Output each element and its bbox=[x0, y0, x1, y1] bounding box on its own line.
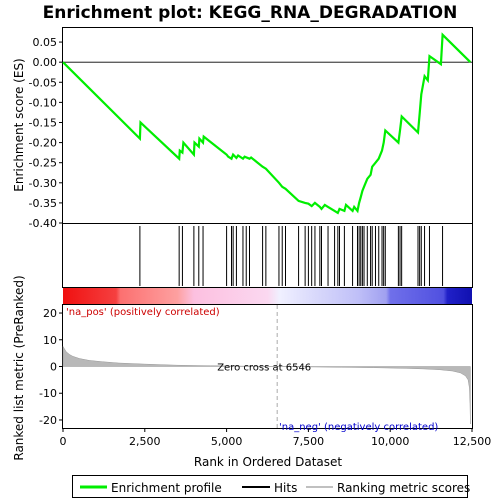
es-ytick-label: -0.40 bbox=[29, 217, 57, 230]
pos-label: 'na_pos' (positively correlated) bbox=[66, 307, 220, 318]
hits-panel bbox=[62, 223, 473, 288]
x-tick-label: 7,500 bbox=[293, 435, 325, 448]
legend-hits-label: Hits bbox=[274, 481, 297, 495]
neg-label: 'na_neg' (negatively correlated) bbox=[279, 422, 438, 433]
x-tick-label: 2,500 bbox=[129, 435, 161, 448]
es-ytick-label: -0.05 bbox=[29, 76, 57, 89]
es-ytick-label: 0.05 bbox=[33, 36, 58, 49]
es-ytick-label: -0.25 bbox=[29, 157, 57, 170]
metric-panel: 20 10 0 -10 -20 'na_pos' (positively correla… bbox=[39, 304, 473, 433]
x-axis-label: Rank in Ordered Dataset bbox=[194, 455, 342, 469]
legend-metric-label: Ranking metric scores bbox=[337, 481, 470, 495]
metric-ytick-label: 10 bbox=[43, 334, 57, 347]
metric-ytick-label: 20 bbox=[43, 307, 57, 320]
metric-ytick-label: -20 bbox=[39, 414, 57, 427]
x-tick-label: 12,500 bbox=[453, 435, 492, 448]
es-ytick-label: -0.30 bbox=[29, 177, 57, 190]
es-ytick-label: -0.10 bbox=[29, 96, 57, 109]
chart-title: Enrichment plot: KEGG_RNA_DEGRADATION bbox=[43, 3, 458, 23]
metric-ylabel: Ranked list metric (PreRanked) bbox=[12, 275, 26, 460]
es-ylabel: Enrichment score (ES) bbox=[12, 58, 26, 191]
es-panel-frame bbox=[62, 27, 473, 224]
ranking-heatmap bbox=[63, 288, 472, 304]
metric-ytick-label: -10 bbox=[39, 387, 57, 400]
zero-cross-label: Zero cross at 6546 bbox=[217, 363, 311, 374]
es-ytick-label: -0.15 bbox=[29, 116, 57, 129]
es-panel: 0.05 0.00 -0.05 -0.10 -0.15 -0.20 -0.25 -0.30 -0… bbox=[29, 27, 473, 230]
enrichment-profile-line bbox=[62, 32, 472, 215]
ranking-metric-area bbox=[62, 345, 471, 425]
es-ytick-label: -0.20 bbox=[29, 137, 57, 150]
legend: Enrichment profile Hits Ranking metric s… bbox=[72, 475, 470, 498]
legend-enrichment-label: Enrichment profile bbox=[111, 481, 222, 495]
es-ytick-label: 0.00 bbox=[33, 56, 58, 69]
hits-panel-frame bbox=[62, 223, 473, 288]
x-tick-label: 10,000 bbox=[371, 435, 410, 448]
x-tick-label: 0 bbox=[60, 435, 67, 448]
es-ytick-label: -0.35 bbox=[29, 197, 57, 210]
metric-ytick-label: 0 bbox=[50, 361, 57, 374]
x-tick-label: 5,000 bbox=[211, 435, 243, 448]
